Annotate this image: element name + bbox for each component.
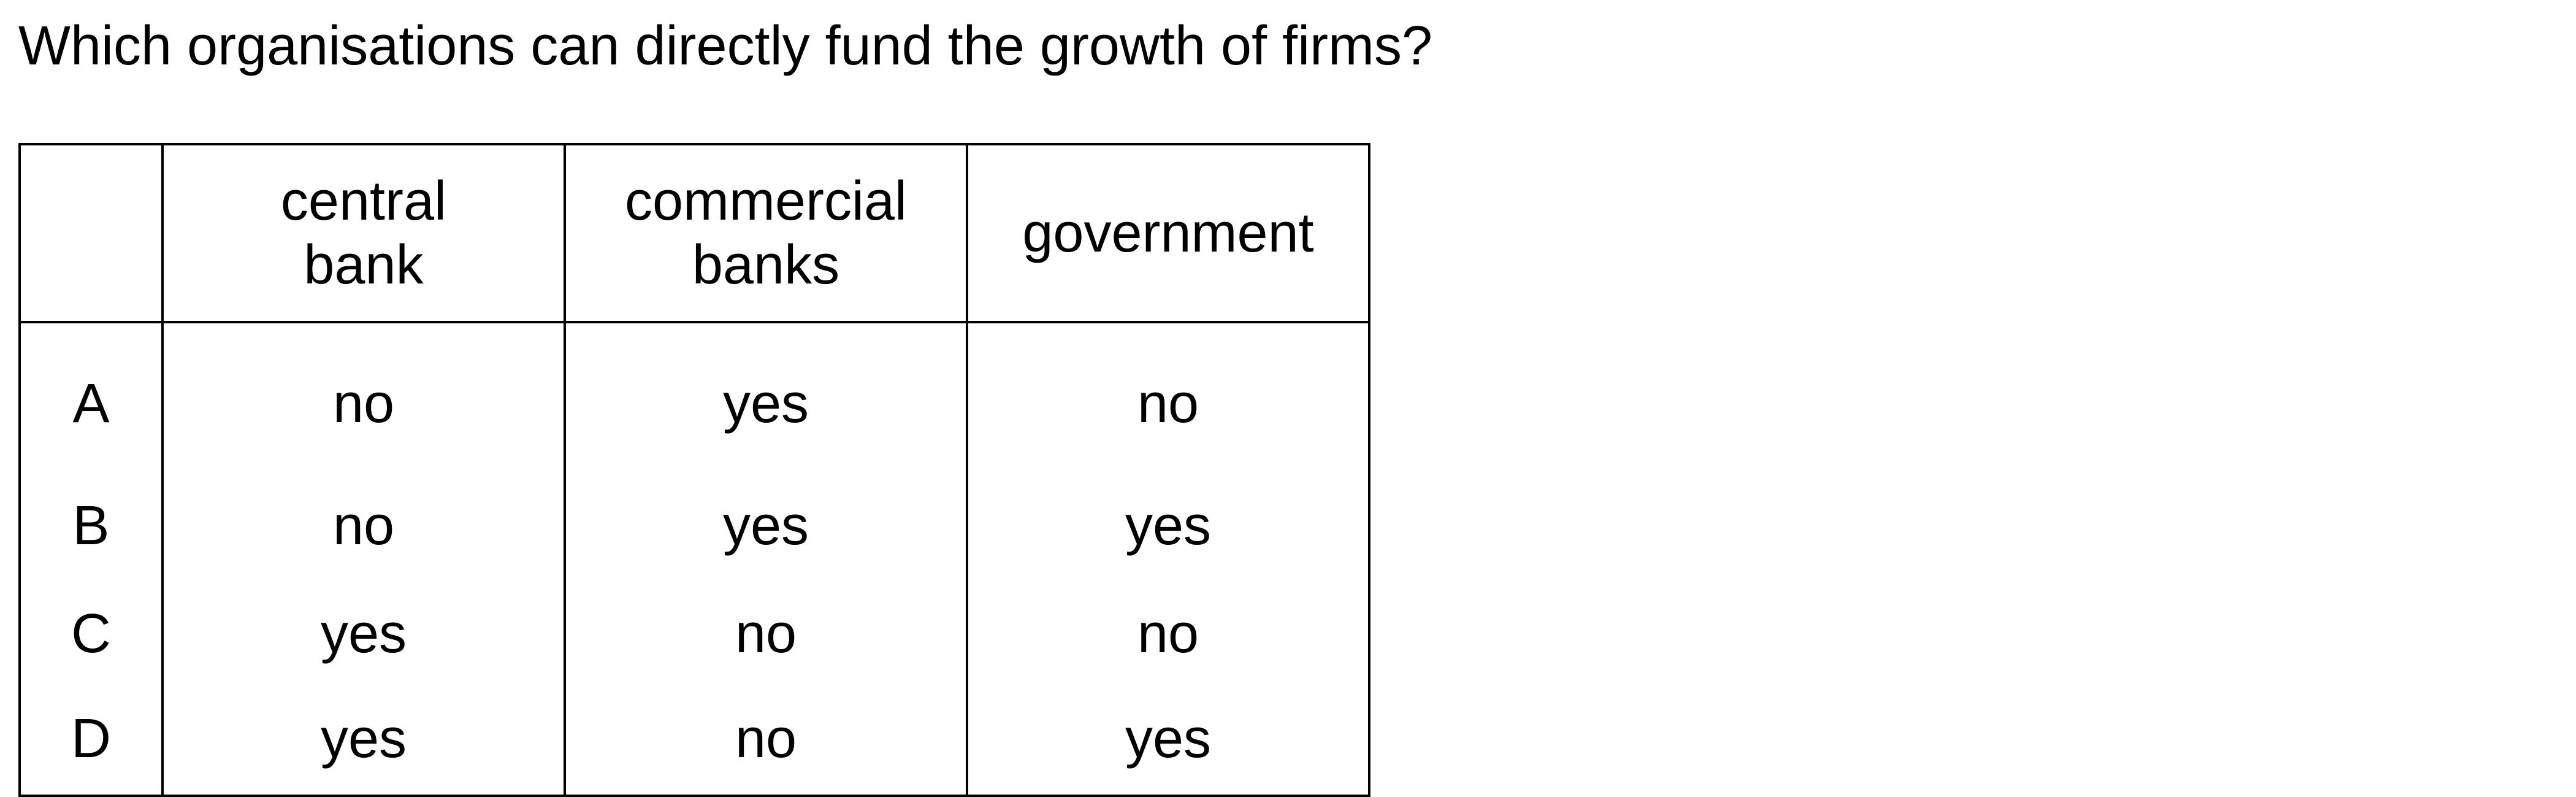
header-line: commercial bbox=[624, 171, 908, 232]
option-key: B bbox=[18, 472, 164, 580]
option-key: D bbox=[18, 688, 164, 797]
header-line: banks bbox=[692, 234, 840, 296]
header-line: government bbox=[1022, 202, 1314, 264]
table-cell: no bbox=[966, 580, 1370, 688]
header-line: central bbox=[280, 171, 447, 232]
table-cell: no bbox=[564, 688, 968, 797]
table-cell: no bbox=[161, 322, 566, 472]
header-central-bank: central bank bbox=[161, 143, 566, 323]
table-cell: yes bbox=[564, 472, 968, 580]
option-key: A bbox=[18, 322, 164, 472]
table-cell: yes bbox=[161, 580, 566, 688]
option-row-d: D yes no yes bbox=[18, 688, 1370, 797]
header-government: government bbox=[966, 143, 1370, 323]
table-cell: no bbox=[564, 580, 968, 688]
header-row: central bank commercial banks government bbox=[18, 143, 1370, 323]
option-row-b: B no yes yes bbox=[18, 472, 1370, 580]
table-cell: yes bbox=[966, 688, 1370, 797]
header-commercial-banks: commercial banks bbox=[564, 143, 968, 323]
table-cell: no bbox=[161, 472, 566, 580]
option-key: C bbox=[18, 580, 164, 688]
header-blank-cell bbox=[18, 143, 164, 323]
question-text: Which organisations can directly fund th… bbox=[18, 15, 1433, 77]
table-cell: yes bbox=[161, 688, 566, 797]
table-cell: yes bbox=[564, 322, 968, 472]
table-cell: no bbox=[966, 322, 1370, 472]
option-row-c: C yes no no bbox=[18, 580, 1370, 688]
answer-options-table: central bank commercial banks government… bbox=[18, 143, 1370, 797]
header-line: bank bbox=[304, 234, 424, 296]
option-row-a: A no yes no bbox=[18, 322, 1370, 472]
table-cell: yes bbox=[966, 472, 1370, 580]
